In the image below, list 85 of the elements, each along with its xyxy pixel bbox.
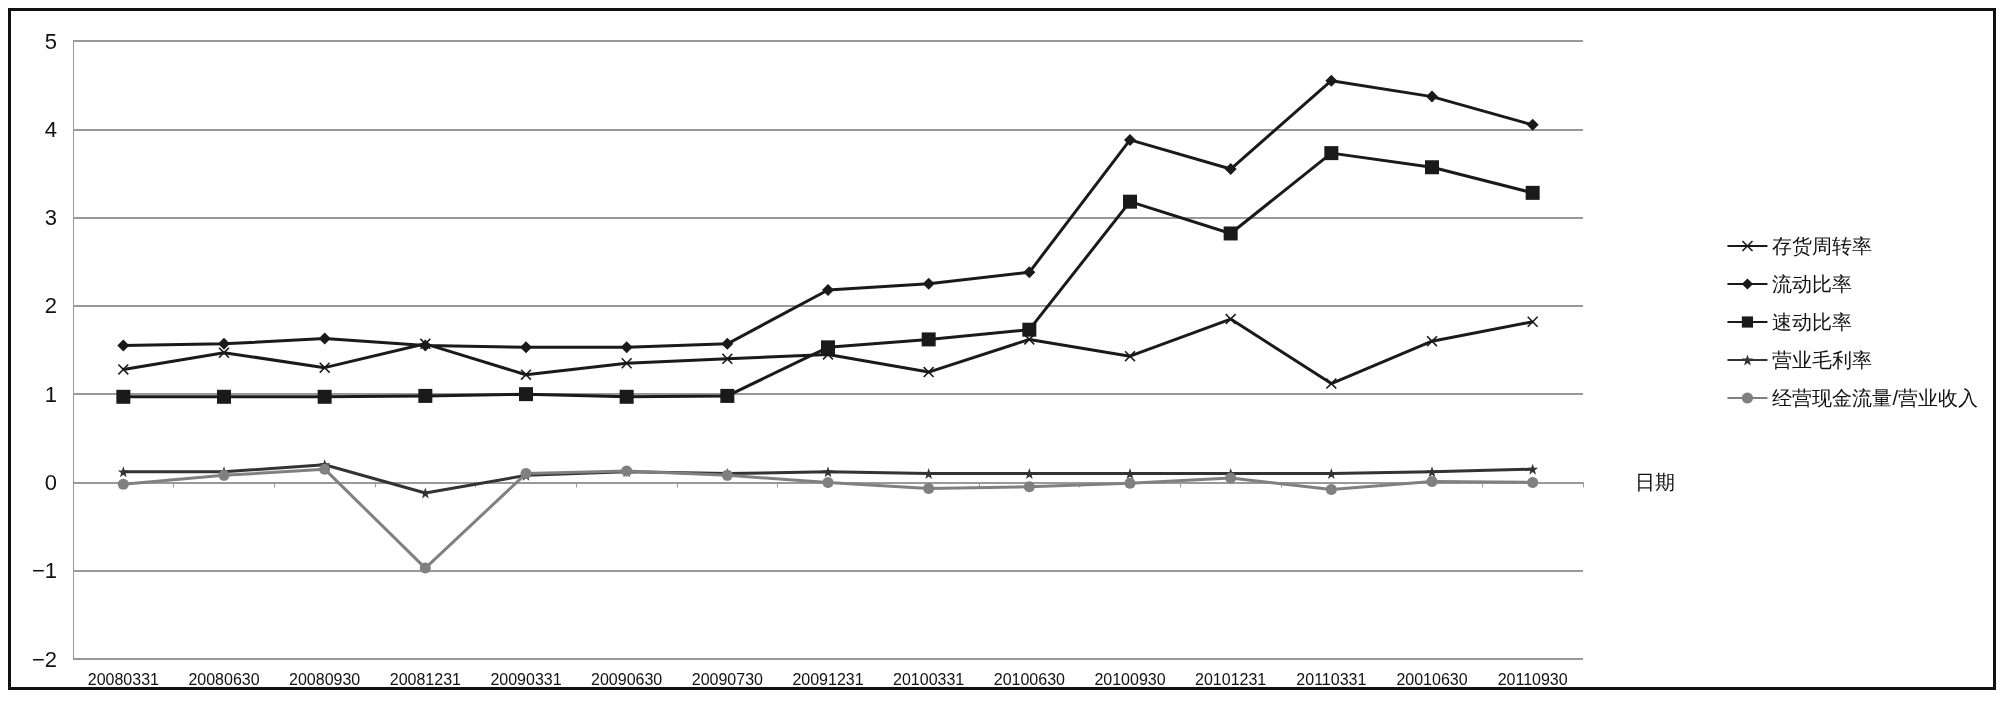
point bbox=[418, 388, 433, 403]
point bbox=[923, 366, 935, 378]
point bbox=[1325, 74, 1338, 87]
point bbox=[117, 363, 129, 375]
x-tick-label: 20101231 bbox=[1195, 670, 1267, 688]
point bbox=[1525, 185, 1540, 200]
point bbox=[1225, 472, 1237, 484]
point bbox=[117, 466, 129, 478]
point bbox=[822, 466, 834, 478]
point bbox=[319, 463, 331, 475]
point bbox=[721, 337, 734, 350]
y-tick-label: 0 bbox=[44, 469, 57, 495]
x-tick-label: 20100930 bbox=[1094, 670, 1166, 688]
legend-label: 存货周转率 bbox=[1772, 235, 1873, 257]
point bbox=[1325, 378, 1337, 390]
point bbox=[1325, 483, 1337, 495]
x-tick-label: 20091231 bbox=[792, 670, 864, 688]
x-tick-label: 20110930 bbox=[1497, 670, 1568, 688]
point bbox=[116, 389, 131, 404]
y-tick-label: 1 bbox=[44, 381, 57, 407]
point bbox=[1526, 118, 1539, 131]
x-tick-label: 20100331 bbox=[893, 670, 965, 688]
point bbox=[721, 353, 733, 365]
x-tick-label: 20080630 bbox=[188, 670, 260, 688]
legend-label: 经营现金流量/营业收入 bbox=[1772, 387, 1979, 409]
point bbox=[318, 332, 331, 345]
point bbox=[117, 339, 130, 352]
point bbox=[1022, 322, 1037, 337]
point bbox=[218, 347, 230, 359]
point bbox=[1223, 226, 1238, 241]
point bbox=[1324, 146, 1339, 161]
point bbox=[921, 332, 936, 347]
x-tick-label: 20080331 bbox=[87, 670, 160, 688]
x-axis-title: 日期 bbox=[1635, 471, 1675, 494]
point bbox=[619, 389, 634, 404]
point bbox=[1527, 463, 1539, 475]
y-tick-label: 5 bbox=[44, 28, 57, 54]
x-tick-label: 20090730 bbox=[691, 670, 764, 688]
legend-label: 速动比率 bbox=[1772, 311, 1853, 333]
point bbox=[319, 362, 331, 374]
point bbox=[218, 337, 230, 350]
point bbox=[1426, 90, 1438, 103]
y-tick-label: 2 bbox=[44, 293, 57, 319]
point bbox=[1425, 160, 1439, 175]
point bbox=[1527, 316, 1539, 328]
legend-label: 营业毛利率 bbox=[1772, 349, 1873, 371]
point bbox=[1224, 163, 1237, 176]
point bbox=[1225, 313, 1237, 325]
point bbox=[1426, 466, 1438, 478]
point bbox=[923, 483, 935, 495]
point bbox=[117, 478, 129, 490]
y-tick-label: 4 bbox=[44, 116, 57, 142]
x-tick-label: 20081231 bbox=[389, 670, 462, 688]
point bbox=[720, 388, 735, 403]
point bbox=[620, 341, 633, 354]
x-tick-label: 20100630 bbox=[993, 670, 1066, 688]
y-tick-label: 3 bbox=[44, 205, 57, 231]
point bbox=[922, 277, 935, 290]
x-tick-label: 20090630 bbox=[591, 670, 663, 688]
point bbox=[1023, 481, 1035, 493]
point bbox=[822, 476, 834, 488]
point bbox=[520, 369, 532, 381]
point bbox=[1023, 266, 1036, 279]
point bbox=[519, 387, 533, 402]
point bbox=[821, 340, 835, 355]
point bbox=[419, 562, 431, 574]
point bbox=[1124, 477, 1136, 489]
point bbox=[1426, 476, 1438, 488]
point bbox=[1123, 194, 1137, 209]
x-tick-label: 20090331 bbox=[490, 670, 562, 688]
point bbox=[520, 341, 532, 354]
point bbox=[317, 389, 332, 404]
point bbox=[217, 389, 231, 404]
legend-label: 流动比率 bbox=[1772, 273, 1853, 295]
x-tick-label: 20010630 bbox=[1396, 670, 1468, 688]
point bbox=[621, 357, 633, 369]
y-tick-label: −2 bbox=[31, 646, 57, 672]
point bbox=[822, 283, 834, 296]
point bbox=[1527, 476, 1539, 488]
x-tick-label: 20110331 bbox=[1296, 670, 1367, 688]
x-tick-label: 20080930 bbox=[289, 670, 361, 688]
point bbox=[1124, 133, 1136, 146]
point bbox=[1426, 335, 1438, 347]
y-tick-label: −1 bbox=[31, 558, 57, 584]
point bbox=[1124, 350, 1136, 362]
